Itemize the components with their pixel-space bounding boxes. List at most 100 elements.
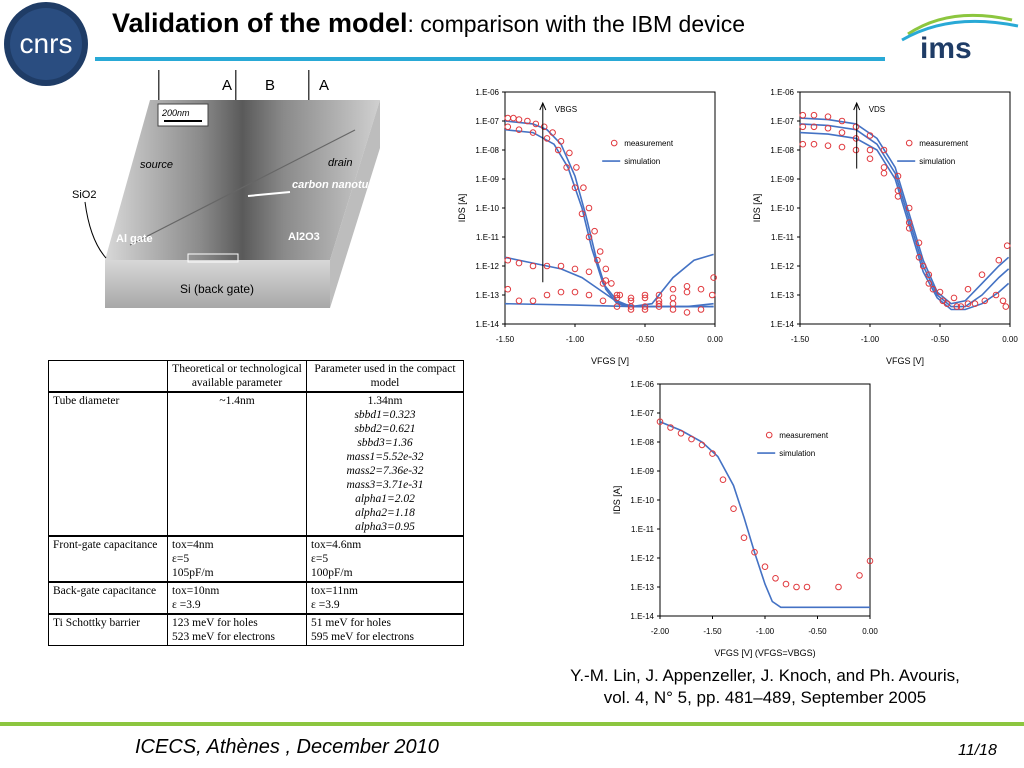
y-tick-label: 1.E-07 [770, 117, 794, 126]
arrow-head [539, 101, 547, 111]
measurement-point [964, 285, 972, 293]
measurement-point [554, 146, 562, 154]
measurement-point [880, 146, 888, 154]
measurement-point [866, 557, 874, 565]
measurement-point [683, 309, 691, 316]
ims-logo-text: ims [920, 32, 972, 65]
cnrs-logo: cnrs [4, 2, 88, 86]
measurement-point [866, 146, 874, 154]
measurement-point [824, 113, 832, 120]
measurement-point [515, 297, 523, 305]
measurement-point [905, 225, 913, 232]
measurement-point [782, 580, 790, 588]
measurement-point [563, 164, 570, 171]
title-underline [95, 57, 885, 61]
measurement-point [602, 265, 610, 273]
measurement-point [585, 204, 593, 212]
measurement-point [751, 548, 758, 556]
measurement-point [919, 262, 927, 270]
measurement-point [799, 111, 807, 119]
measurement-point [943, 300, 951, 307]
model-value: alpha2=1.18 [355, 507, 415, 519]
sio2-label: SiO2 [72, 189, 96, 201]
y-tick-label: 1.E-14 [475, 320, 499, 329]
y-tick-label: 1.E-08 [475, 146, 499, 155]
measurement-point [543, 135, 551, 142]
measurement-point [656, 418, 664, 426]
measurement-point [838, 129, 846, 136]
measurement-point [950, 294, 958, 302]
measurement-point [799, 140, 807, 148]
arrow-label: VDS [869, 105, 885, 114]
title-bold: Validation of the model [112, 8, 408, 38]
y-tick-label: 1.E-14 [630, 612, 654, 621]
x-tick-label: -1.00 [566, 335, 585, 344]
legend-measurement-label: measurement [779, 431, 829, 440]
legend-measurement-marker [905, 139, 913, 147]
ims-logo: ims [901, 13, 1019, 65]
y-tick-label: 1.E-13 [630, 583, 654, 592]
y-axis-label: IDS [A] [612, 486, 622, 515]
si-back-gate-block [105, 260, 330, 308]
measurement-point [585, 268, 593, 276]
back-gate-label: Si (back gate) [180, 282, 254, 296]
y-tick-label: 1.E-09 [630, 467, 654, 476]
measurement-point [515, 259, 523, 267]
measurement-point [761, 563, 769, 570]
table-row: Ti Schottky barrier 123 meV for holes 523… [48, 613, 464, 646]
measurement-point [543, 262, 551, 270]
measurement-point [524, 117, 531, 125]
table-row: Front-gate capacitance tox=4nm ε=5 105pF/m… [48, 535, 464, 583]
y-tick-label: 1.E-08 [630, 438, 654, 447]
measurement-point [866, 132, 874, 139]
y-tick-label: 1.E-06 [475, 88, 499, 97]
measurement-point [627, 297, 635, 305]
measurement-point [803, 583, 811, 591]
measurement-point [557, 288, 565, 296]
table-cell-model: tox=11nm ε =3.9 [306, 581, 464, 615]
x-tick-label: -1.50 [496, 335, 515, 344]
measurement-point [641, 306, 649, 313]
x-tick-label: 0.00 [1002, 335, 1018, 344]
measurement-point [677, 430, 685, 437]
measurement-point [580, 184, 587, 191]
measurement-point [655, 303, 663, 310]
arrow-label: VBGS [555, 105, 577, 114]
measurement-point [838, 117, 846, 125]
measurement-point [571, 265, 579, 273]
measurement-point [925, 280, 933, 287]
measurement-point [894, 193, 902, 200]
table-cell-model: 51 meV for holes 595 meV for electrons [306, 613, 464, 646]
x-tick-label: -0.50 [636, 335, 655, 344]
measurement-point [964, 300, 972, 307]
y-tick-label: 1.E-10 [630, 496, 654, 505]
y-tick-label: 1.E-07 [630, 409, 654, 418]
measurement-point [810, 111, 818, 119]
y-tick-label: 1.E-09 [770, 175, 794, 184]
measurement-point [880, 169, 888, 177]
x-axis-label: VFGS [V] [886, 356, 924, 366]
region-label-a: A [222, 77, 232, 94]
legend-measurement-marker [610, 139, 618, 147]
measurement-point [532, 120, 540, 128]
nanotube-arrow [247, 191, 291, 197]
nanotube-label: carbon nanotube [292, 179, 381, 191]
x-tick-label: -1.00 [756, 627, 775, 636]
scale-bar [164, 120, 202, 122]
measurement-point [515, 126, 523, 134]
measurement-point [683, 283, 691, 290]
measurement-point [669, 300, 677, 307]
y-tick-label: 1.E-13 [770, 291, 794, 300]
measurement-point [709, 450, 716, 457]
measurement-point [543, 291, 551, 299]
y-tick-label: 1.E-11 [771, 233, 795, 242]
measurement-point [810, 140, 818, 148]
x-tick-label: -1.50 [791, 335, 810, 344]
measurement-point [936, 288, 944, 296]
measurement-point [971, 300, 979, 307]
measurement-point [772, 575, 779, 582]
measurement-point [992, 291, 1000, 299]
title-rest: : comparison with the IBM device [407, 11, 746, 37]
model-value: mass3=3.71e-31 [346, 479, 424, 491]
chart-vds: 1.E-06 1.E-07 1.E-08 1.E-09 1.E-10 1.E-11 1.E-… [752, 88, 1018, 366]
